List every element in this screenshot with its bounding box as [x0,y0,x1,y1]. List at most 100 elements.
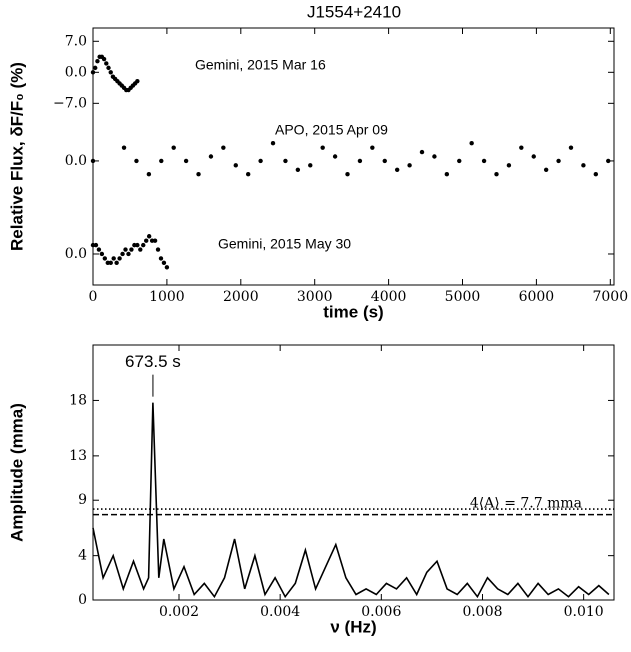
x-axis-label: time (s) [323,302,383,321]
data-point [164,265,170,270]
plot-frame [92,344,615,601]
data-point [171,145,176,150]
data-point [93,65,98,71]
data-point [104,61,109,66]
data-point [221,145,226,150]
data-point [345,172,350,177]
data-point [394,167,400,172]
data-point [138,247,143,252]
y-tick-label: 9 [78,492,87,508]
data-point [121,145,127,150]
x-tick-label: 0 [89,289,98,305]
y-tick-label: 0.0 [65,153,87,169]
data-point [106,65,111,71]
y-tick-label: 0.0 [65,64,87,80]
data-point [320,145,325,150]
y-tick-label: 0 [78,592,87,608]
data-point [111,256,116,261]
x-tick-label: 5000 [445,289,481,305]
data-point [135,242,140,248]
data-point [270,141,276,146]
data-point [159,158,164,164]
data-point [606,158,611,164]
data-point [114,260,119,266]
data-point [531,154,536,159]
data-point [108,260,113,266]
y-tick-label: 7.0 [65,33,87,49]
x-tick-label: 3000 [297,289,333,305]
data-point [283,158,288,164]
x-tick-label: 4000 [371,289,407,305]
data-point [519,145,524,150]
y-axis-label: Relative Flux, δF/F₀ (%) [7,62,26,251]
data-point [146,234,152,239]
data-point [258,158,263,164]
data-point [102,256,108,261]
data-point [494,172,499,177]
x-tick-label: 0.010 [564,604,604,620]
data-point [93,242,99,248]
data-point [134,158,139,164]
x-tick-label: 0.002 [159,604,199,620]
data-point [332,154,338,159]
data-point [444,172,450,177]
data-point [161,260,167,266]
data-point [568,145,574,150]
peak-label: 673.5 s [125,352,181,371]
data-point [308,163,313,168]
chart-title: J1554+2410 [307,2,401,21]
data-point [457,158,462,164]
data-point [506,163,512,168]
data-point [144,238,149,243]
data-point [135,78,140,84]
data-point [407,163,412,168]
threshold-label: 4⟨A⟩ = 7.7 mma [470,496,582,512]
data-point [593,172,599,177]
data-point [141,242,146,248]
data-point [99,251,105,257]
series-label: Gemini, 2015 May 30 [218,236,351,252]
data-point [382,158,387,164]
data-point [101,56,107,62]
data-point [90,158,96,164]
data-point [208,154,214,159]
x-tick-label: 2000 [223,289,259,305]
data-point [556,158,561,164]
data-point [432,154,437,159]
data-point [96,247,102,252]
y-tick-label: 0.0 [65,246,87,262]
data-point [146,172,152,177]
data-point [357,158,363,164]
x-tick-label: 6000 [519,289,555,305]
data-point [95,59,100,64]
data-point [108,70,113,75]
plot-frame [92,27,615,286]
data-point [233,163,238,168]
data-point [469,141,474,146]
periodogram-line [92,402,610,599]
y-tick-label: −7.0 [53,95,87,111]
data-point [581,163,586,168]
data-point [158,256,164,261]
data-point [123,247,128,252]
data-point [370,145,375,150]
x-tick-label: 0.006 [361,604,401,620]
data-point [196,172,201,177]
y-tick-label: 13 [69,448,87,464]
x-tick-label: 7000 [592,289,628,305]
y-tick-label: 18 [69,392,87,408]
y-tick-label: 4 [78,548,87,564]
x-tick-label: 1000 [149,289,185,305]
x-tick-label: 0.008 [462,604,502,620]
data-point [152,238,158,243]
data-point [481,158,487,164]
series-label: APO, 2015 Apr 09 [275,122,388,138]
data-point [126,251,131,257]
x-tick-label: 0.004 [260,604,300,620]
data-point [129,247,134,252]
data-point [295,167,301,172]
data-point [419,149,425,155]
data-point [543,167,549,172]
data-point [183,158,189,164]
